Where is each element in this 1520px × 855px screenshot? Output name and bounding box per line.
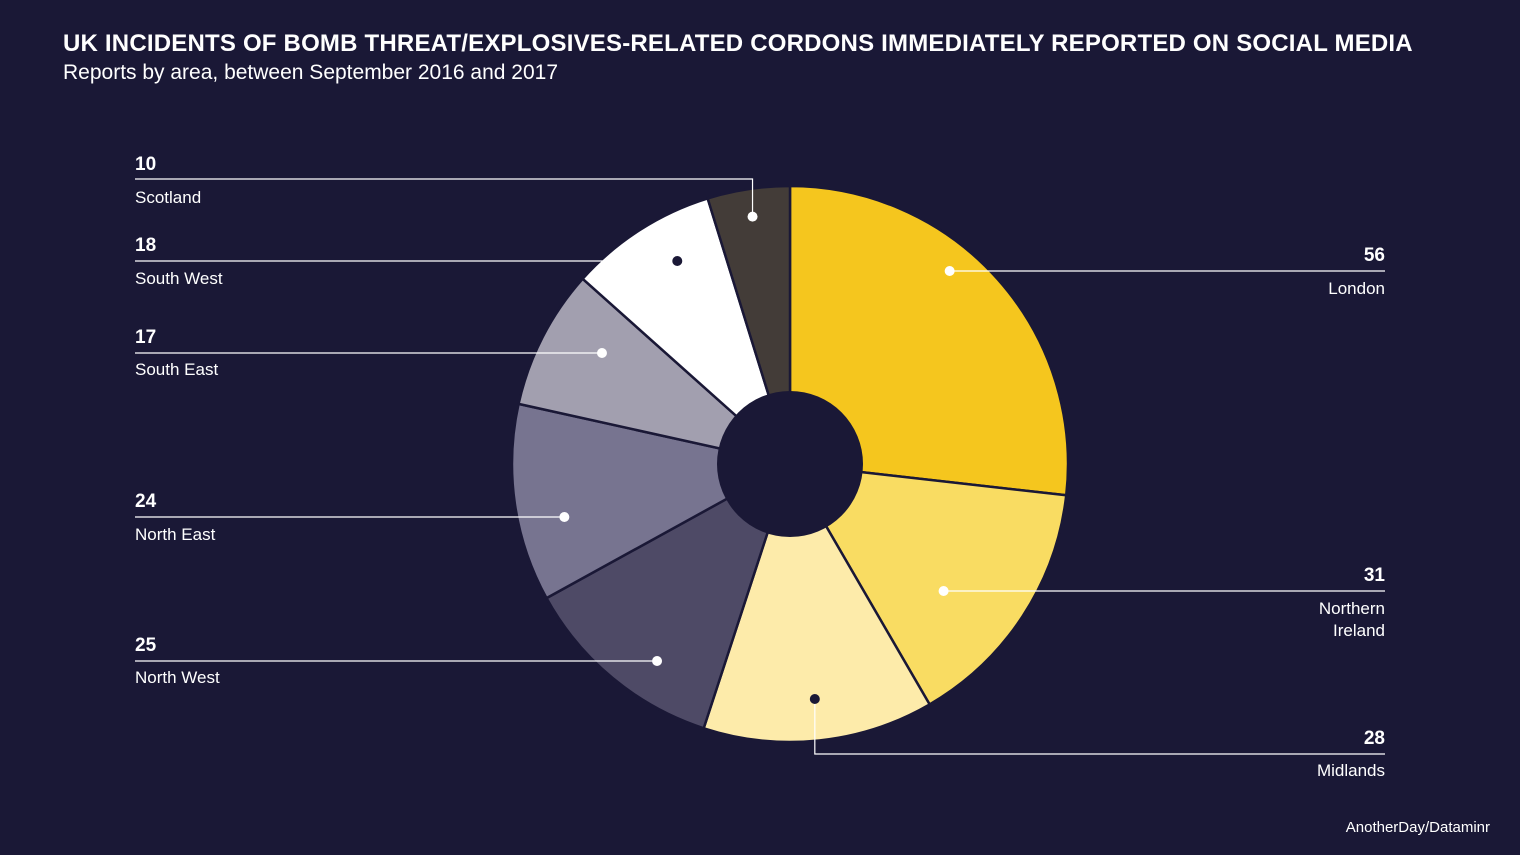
slice-london	[788, 184, 1070, 497]
chart-title: UK INCIDENTS OF BOMB THREAT/EXPLOSIVES-R…	[63, 30, 1413, 57]
donut-hole	[717, 391, 863, 537]
category-label-midlands: Midlands	[1317, 761, 1385, 780]
dot-north-east	[559, 512, 570, 522]
slice-south-west	[580, 196, 793, 468]
value-label-scotland: 10	[135, 154, 156, 175]
value-label-northern-ireland: 31	[1364, 565, 1386, 586]
slice-northern-ireland	[787, 462, 1068, 707]
category-label-north-west: North West	[135, 668, 220, 687]
category-label-london: London	[1328, 279, 1385, 298]
dot-midlands	[809, 693, 820, 704]
dot-north-west	[652, 656, 663, 666]
value-label-south-east: 17	[135, 327, 156, 348]
source-credit: AnotherDay/Dataminr	[1345, 819, 1490, 836]
category-label-south-east: South East	[135, 360, 218, 379]
category-label-scotland: Scotland	[135, 188, 201, 207]
dot-northern-ireland	[938, 586, 949, 596]
leader-line-scotland	[135, 178, 754, 217]
dot-south-west	[672, 256, 683, 266]
slice-midlands	[702, 460, 932, 744]
slice-south-east	[517, 277, 795, 467]
category-label-south-west: South West	[135, 269, 223, 288]
slice-north-west	[544, 461, 793, 730]
dot-scotland	[747, 211, 758, 222]
category-label-north-east: North East	[135, 525, 216, 544]
dot-london	[944, 266, 955, 276]
category-label-northern-ireland: Northern Ireland	[1319, 599, 1385, 640]
chart-subtitle: Reports by area, between September 2016 …	[63, 61, 559, 84]
value-label-london: 56	[1364, 245, 1385, 266]
leader-line-midlands	[814, 698, 1385, 755]
value-label-south-west: 18	[135, 235, 156, 256]
dot-south-east	[596, 348, 607, 358]
value-label-midlands: 28	[1364, 728, 1385, 749]
value-label-north-east: 24	[135, 491, 157, 512]
value-label-north-west: 25	[135, 635, 157, 656]
